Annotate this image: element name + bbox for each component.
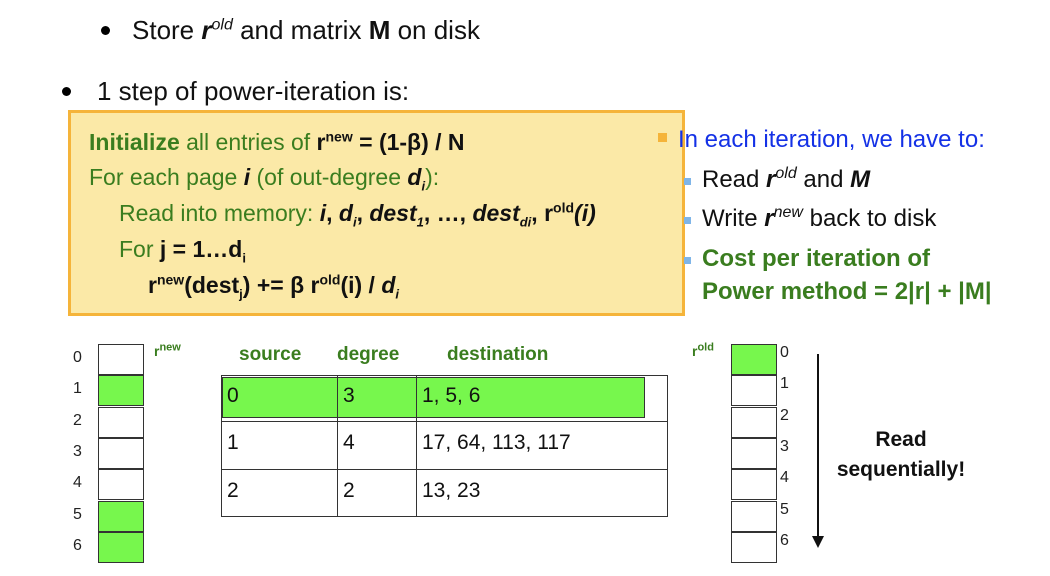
rnew-index-label: 5	[73, 505, 82, 523]
algo-line-read-memory: Read into memory: i, di, dest1, …, destd…	[119, 199, 596, 230]
bullet-dot	[62, 87, 71, 96]
blue-bullet-icon	[684, 217, 691, 224]
rold-index-label: 3	[780, 437, 789, 455]
table-cell: 2	[227, 479, 239, 502]
rold-cell	[731, 406, 777, 438]
rold-cell	[731, 531, 777, 563]
table-cell: 4	[343, 431, 355, 454]
rold-cell	[731, 437, 777, 469]
table-header-degree: degree	[337, 344, 400, 365]
blue-bullet-icon	[684, 257, 691, 264]
rold-index-label: 4	[780, 469, 789, 487]
read-sequentially-note: Read sequentially!	[836, 428, 966, 481]
rold-index-label: 6	[780, 531, 789, 549]
iteration-heading: In each iteration, we have to:	[678, 126, 985, 153]
rnew-cell	[98, 500, 144, 532]
rnew-cell	[98, 437, 144, 469]
rnew-cell	[98, 344, 144, 375]
table-cell: 13, 23	[422, 479, 481, 502]
bullet-power-iteration: 1 step of power-iteration is:	[97, 76, 410, 106]
table-cell: 2	[343, 479, 355, 502]
algo-line-for-each-page: For each page i (of out-degree di):	[89, 164, 440, 194]
rold-label: rold	[692, 341, 714, 359]
rnew-index-label: 4	[73, 474, 82, 492]
rnew-cell	[98, 406, 144, 438]
rnew-cell	[98, 469, 144, 501]
link-table	[221, 375, 668, 517]
iteration-item-read: Read rold and M	[702, 165, 871, 194]
rold-cell	[731, 500, 777, 532]
rold-index-label: 2	[780, 406, 789, 424]
table-cell: 1	[227, 431, 239, 454]
rold-index-label: 5	[780, 500, 789, 518]
rnew-index-label: 6	[73, 536, 82, 554]
algo-line-initialize: Initialize all entries of rnew = (1-β) /…	[89, 128, 465, 155]
rold-cell	[731, 469, 777, 501]
bullet-dot	[101, 26, 110, 35]
rnew-index-label: 2	[73, 411, 82, 429]
rnew-index-label: 0	[73, 349, 82, 366]
bullet-store: Store rold and matrix M on disk	[132, 15, 480, 45]
iteration-item-write: Write rnew back to disk	[702, 204, 937, 233]
table-cell: 3	[343, 384, 355, 407]
rold-index-label: 0	[780, 344, 789, 361]
rold-index-label: 1	[780, 375, 789, 393]
rold-cell	[731, 375, 777, 407]
down-arrow-icon	[812, 354, 824, 548]
table-row-highlight	[222, 377, 645, 418]
algorithm-box	[68, 110, 685, 316]
rnew-cell	[98, 375, 144, 407]
rnew-index-label: 1	[73, 380, 82, 398]
table-divider	[337, 375, 338, 517]
algo-line-for-j: For j = 1…di	[119, 236, 246, 266]
table-cell: 17, 64, 113, 117	[422, 431, 571, 454]
blue-bullet-icon	[684, 178, 691, 185]
rold-cell	[731, 344, 777, 375]
rnew-cell	[98, 531, 144, 563]
table-divider	[221, 421, 668, 422]
table-cell: 0	[227, 384, 239, 407]
orange-bullet-icon	[658, 133, 667, 142]
rnew-index-label: 3	[73, 442, 82, 460]
table-cell: 1, 5, 6	[422, 384, 481, 407]
table-divider	[416, 375, 417, 517]
table-header-source: source	[239, 344, 302, 365]
algo-line-update: rnew(destj) += β rold(i) / di	[148, 271, 400, 302]
table-header-destination: destination	[447, 344, 549, 365]
table-divider	[221, 469, 668, 470]
iteration-item-cost: Cost per iteration of Power method = 2|r…	[702, 245, 992, 305]
rnew-label: rnew	[154, 341, 181, 359]
